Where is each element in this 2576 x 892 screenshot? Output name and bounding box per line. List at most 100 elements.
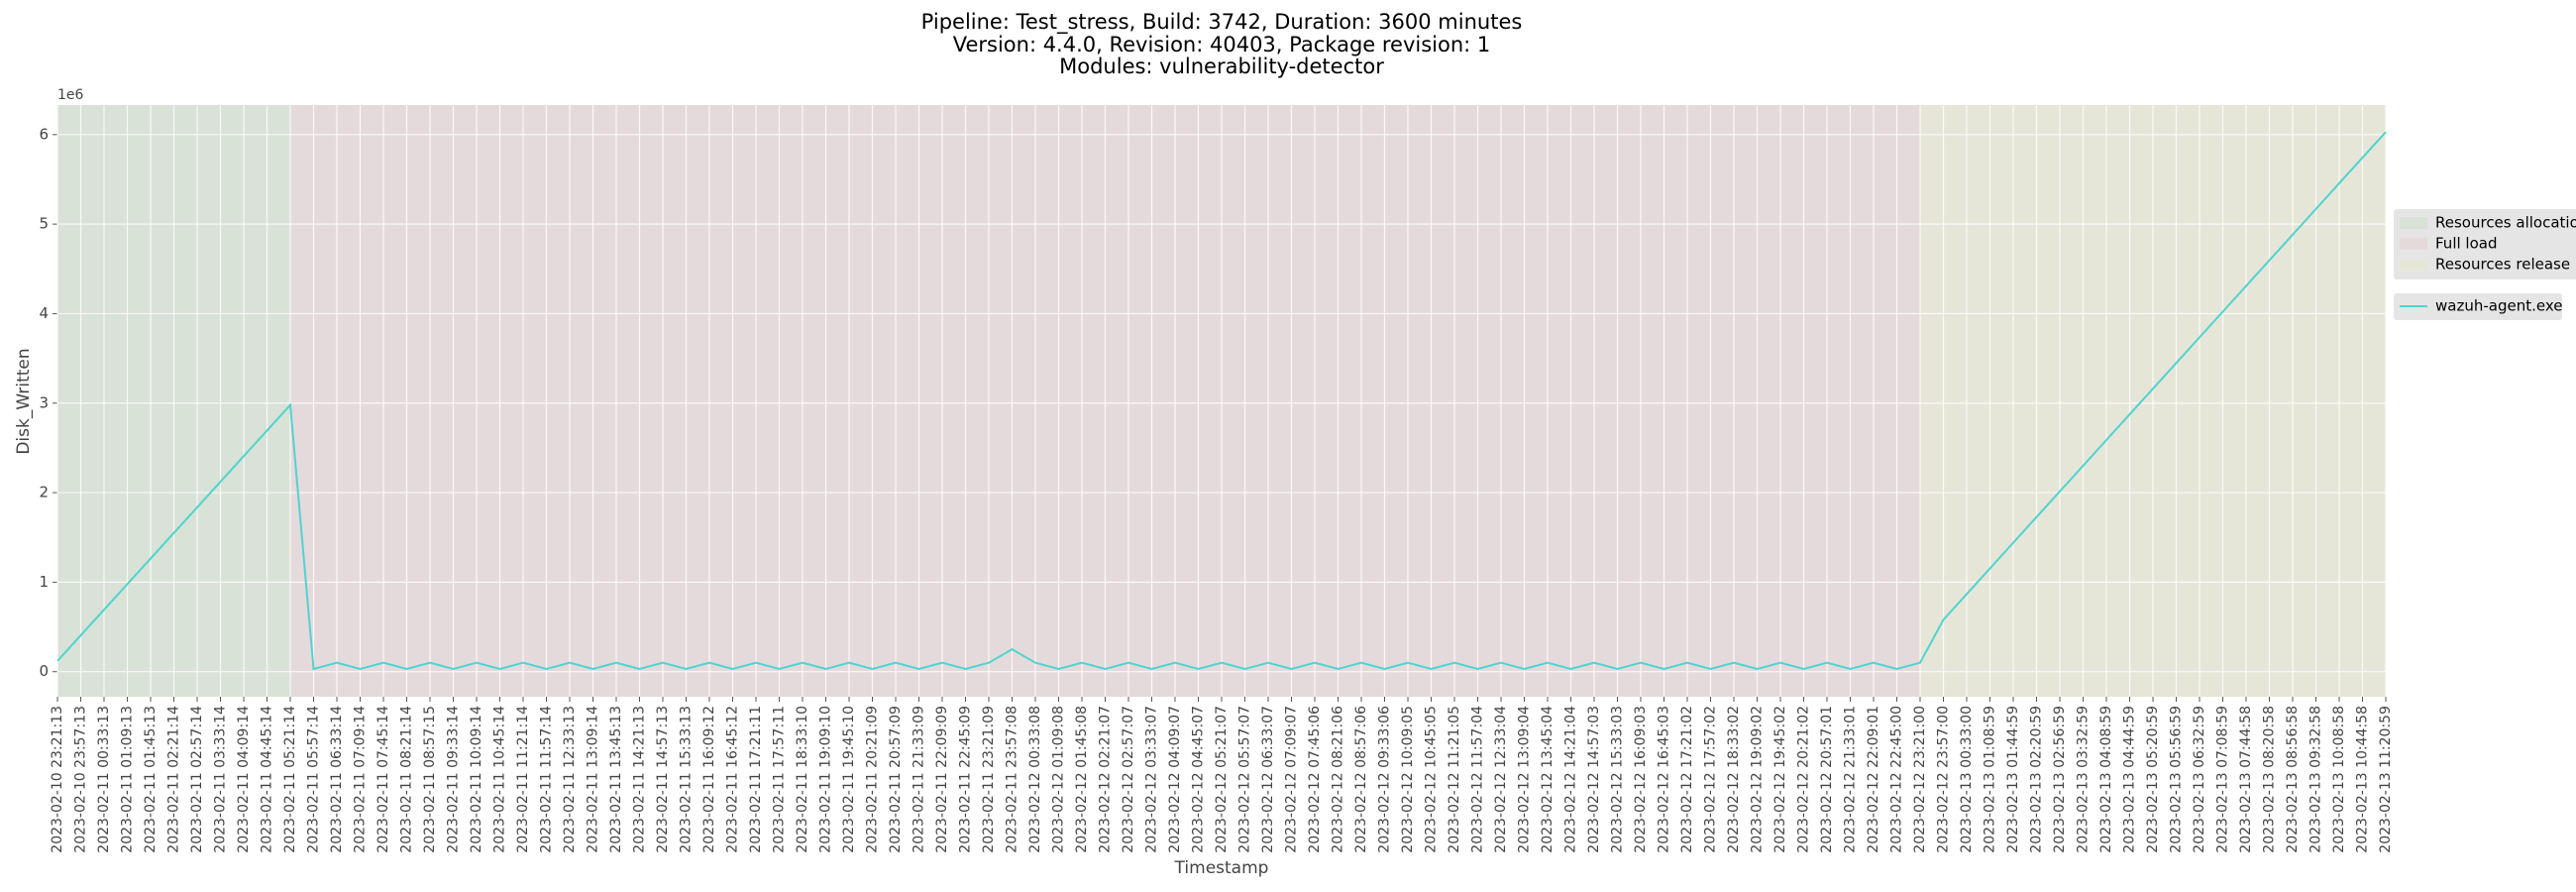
- x-tick-label: 2023-02-12 05:57:07: [1237, 706, 1253, 853]
- x-tick-label: 2023-02-10 23:57:13: [73, 706, 89, 853]
- x-tick-label: 2023-02-11 17:57:11: [772, 706, 788, 853]
- x-tick-label: 2023-02-13 02:20:59: [2029, 706, 2045, 853]
- x-tick-label: 2023-02-11 22:09:09: [934, 706, 950, 853]
- x-tick-label: 2023-02-12 23:57:00: [1936, 706, 1952, 853]
- x-tick-label: 2023-02-11 14:57:13: [655, 706, 671, 853]
- x-tick-label: 2023-02-13 08:20:58: [2262, 706, 2278, 853]
- x-tick-label: 2023-02-11 19:09:10: [818, 706, 834, 853]
- y-offset-label: 1e6: [57, 87, 84, 103]
- x-tick-label: 2023-02-13 03:32:59: [2076, 706, 2092, 853]
- x-tick-label: 2023-02-12 05:21:07: [1214, 706, 1230, 853]
- x-tick-label: 2023-02-12 17:21:02: [1679, 706, 1695, 853]
- x-tick-label: 2023-02-12 20:21:02: [1796, 706, 1812, 853]
- x-tick-label: 2023-02-11 20:21:09: [865, 706, 881, 853]
- x-tick-label: 2023-02-12 10:45:05: [1424, 706, 1440, 853]
- x-tick-label: 2023-02-12 19:45:02: [1772, 706, 1788, 853]
- x-tick-label: 2023-02-12 15:33:03: [1610, 706, 1626, 853]
- x-tick-label: 2023-02-11 02:57:14: [189, 706, 205, 853]
- x-tick-label: 2023-02-11 10:45:14: [492, 706, 508, 853]
- x-tick-label: 2023-02-11 13:45:13: [608, 706, 624, 853]
- x-tick-label: 2023-02-11 09:33:14: [446, 706, 462, 853]
- x-tick-label: 2023-02-12 14:21:04: [1563, 706, 1579, 853]
- x-tick-label: 2023-02-12 10:09:05: [1400, 706, 1416, 853]
- x-tick-label: 2023-02-13 07:44:58: [2238, 706, 2254, 853]
- x-tick-label: 2023-02-12 11:21:05: [1447, 706, 1462, 853]
- x-tick-label: 2023-02-12 20:57:01: [1819, 706, 1835, 853]
- x-tick-label: 2023-02-13 01:08:59: [1983, 706, 1998, 853]
- x-tick-label: 2023-02-11 01:45:13: [143, 706, 159, 853]
- x-tick-label: 2023-02-13 01:44:59: [2005, 706, 2021, 853]
- x-tick-label: 2023-02-11 16:45:12: [725, 706, 741, 853]
- x-tick-label: 2023-02-12 16:45:03: [1657, 706, 1672, 853]
- legend-box: [2394, 293, 2562, 320]
- x-tick-label: 2023-02-13 05:20:59: [2145, 706, 2161, 853]
- y-tick-label: 1: [39, 573, 49, 591]
- x-tick-label: 2023-02-12 01:45:08: [1074, 706, 1090, 853]
- y-axis-label: Disk_Written: [14, 348, 34, 454]
- y-tick-label: 6: [39, 125, 49, 143]
- x-tick-label: 2023-02-11 06:33:14: [329, 706, 345, 853]
- x-tick-label: 2023-02-11 12:33:13: [562, 706, 578, 853]
- chart-title: Version: 4.4.0, Revision: 40403, Package…: [953, 33, 1491, 56]
- y-tick-label: 3: [39, 393, 49, 411]
- x-tick-label: 2023-02-12 13:09:04: [1517, 706, 1533, 853]
- x-tick-label: 2023-02-12 13:45:04: [1540, 706, 1556, 853]
- x-tick-label: 2023-02-13 00:33:00: [1959, 706, 1975, 853]
- x-tick-label: 2023-02-11 05:21:14: [282, 706, 298, 853]
- legend-swatch: [2400, 238, 2427, 250]
- x-tick-label: 2023-02-11 07:45:14: [376, 706, 391, 853]
- x-tick-label: 2023-02-10 23:21:13: [50, 706, 65, 853]
- x-tick-label: 2023-02-12 22:09:01: [1866, 706, 1881, 853]
- legend-label: Full load: [2435, 235, 2497, 253]
- x-tick-label: 2023-02-12 17:57:02: [1703, 706, 1719, 853]
- legend-label: wazuh-agent.exe: [2435, 297, 2562, 315]
- y-tick-label: 0: [39, 662, 49, 680]
- x-tick-label: 2023-02-11 18:33:10: [795, 706, 810, 853]
- x-tick-label: 2023-02-11 20:57:09: [888, 706, 904, 853]
- x-tick-label: 2023-02-12 01:09:08: [1051, 706, 1067, 853]
- x-tick-label: 2023-02-11 08:21:14: [399, 706, 415, 853]
- x-tick-label: 2023-02-11 23:21:09: [981, 706, 997, 853]
- x-tick-label: 2023-02-13 07:08:59: [2215, 706, 2231, 853]
- x-tick-label: 2023-02-11 08:57:15: [422, 706, 438, 853]
- x-tick-label: 2023-02-11 02:21:14: [166, 706, 182, 853]
- x-tick-label: 2023-02-11 03:33:14: [213, 706, 229, 853]
- x-tick-label: 2023-02-13 09:32:58: [2308, 706, 2324, 853]
- x-tick-label: 2023-02-11 17:21:11: [748, 706, 764, 853]
- y-tick-label: 2: [39, 484, 49, 502]
- x-tick-label: 2023-02-11 00:33:13: [96, 706, 112, 853]
- x-tick-label: 2023-02-12 00:33:08: [1027, 706, 1043, 853]
- x-tick-label: 2023-02-13 10:44:58: [2355, 706, 2371, 853]
- data-line: [56, 131, 2387, 671]
- x-tick-label: 2023-02-11 19:45:10: [841, 706, 857, 853]
- x-tick-label: 2023-02-12 11:57:04: [1470, 706, 1486, 853]
- y-tick-label: 4: [39, 304, 49, 322]
- x-tick-label: 2023-02-12 22:45:00: [1889, 706, 1905, 853]
- x-tick-label: 2023-02-12 04:09:07: [1167, 706, 1183, 853]
- x-tick-label: 2023-02-12 14:57:03: [1586, 706, 1602, 853]
- x-tick-label: 2023-02-11 01:09:13: [120, 706, 136, 853]
- chart-title: Modules: vulnerability-detector: [1059, 55, 1384, 78]
- x-tick-label: 2023-02-12 09:33:06: [1377, 706, 1393, 853]
- x-tick-label: 2023-02-13 02:56:59: [2052, 706, 2068, 853]
- x-tick-label: 2023-02-13 06:32:59: [2192, 706, 2207, 853]
- x-tick-label: 2023-02-11 21:33:09: [912, 706, 927, 853]
- x-tick-label: 2023-02-13 11:20:59: [2378, 706, 2394, 853]
- chart-title: Pipeline: Test_stress, Build: 3742, Dura…: [921, 10, 1523, 35]
- x-tick-label: 2023-02-12 07:45:06: [1307, 706, 1323, 853]
- legend-label: Resources release: [2435, 256, 2570, 274]
- x-tick-label: 2023-02-12 08:21:06: [1331, 706, 1346, 853]
- x-tick-label: 2023-02-12 12:33:04: [1493, 706, 1509, 853]
- x-axis-label: Timestamp: [1174, 858, 1269, 878]
- x-tick-label: 2023-02-12 04:45:07: [1191, 706, 1207, 853]
- x-tick-label: 2023-02-11 15:33:13: [679, 706, 695, 853]
- x-tick-label: 2023-02-11 10:09:14: [469, 706, 484, 853]
- x-tick-label: 2023-02-12 08:57:06: [1353, 706, 1369, 853]
- x-tick-label: 2023-02-11 11:57:14: [539, 706, 555, 853]
- x-tick-label: 2023-02-11 13:09:14: [586, 706, 601, 853]
- x-tick-label: 2023-02-13 08:56:58: [2285, 706, 2301, 853]
- x-tick-label: 2023-02-12 06:33:07: [1260, 706, 1276, 853]
- x-tick-label: 2023-02-12 02:21:07: [1098, 706, 1114, 853]
- x-tick-label: 2023-02-11 23:57:08: [1005, 706, 1020, 853]
- legend-box: [2394, 209, 2576, 279]
